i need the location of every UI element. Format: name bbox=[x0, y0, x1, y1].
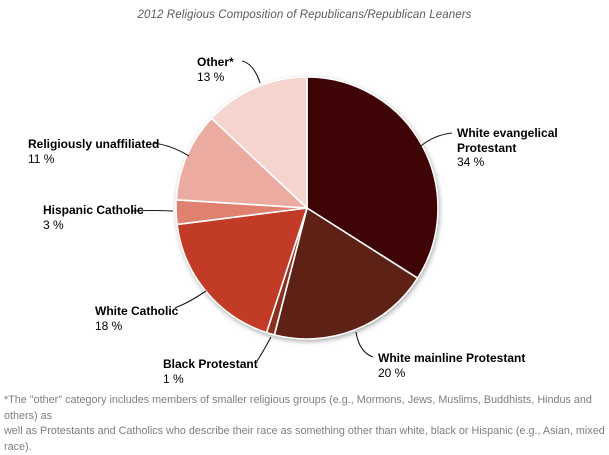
label-hispanic-catholic: Hispanic Catholic 3 % bbox=[43, 203, 144, 232]
pie-slice-religiously-unaffiliated bbox=[175, 117, 308, 209]
pie-slice-other bbox=[210, 76, 308, 209]
label-hispanic-catholic-name: Hispanic Catholic bbox=[43, 203, 144, 217]
footnote-line-1: *The "other" category includes members o… bbox=[4, 394, 592, 422]
label-hispanic-catholic-value: 3 % bbox=[43, 217, 64, 232]
pie-slices bbox=[175, 76, 439, 340]
label-other: Other* 13 % bbox=[197, 55, 234, 84]
leader-line-other bbox=[241, 60, 261, 84]
label-black-protestant: Black Protestant 1 % bbox=[163, 357, 258, 386]
label-religiously-unaffiliated: Religiously unaffiliated 11 % bbox=[28, 137, 159, 166]
label-white-evangelical-protestant: White evangelical Protestant 34 % bbox=[457, 126, 567, 170]
chart-title: 2012 Religious Composition of Republican… bbox=[137, 9, 472, 21]
leader-line-black-protestant bbox=[256, 336, 272, 362]
label-white-evangelical-protestant-name: White evangelical Protestant bbox=[457, 126, 558, 155]
label-religiously-unaffiliated-value: 11 % bbox=[28, 151, 55, 166]
label-religiously-unaffiliated-name: Religiously unaffiliated bbox=[28, 137, 160, 151]
pie-chart bbox=[130, 60, 453, 362]
footnote: *The "other" category includes members o… bbox=[4, 393, 606, 455]
leader-lines bbox=[130, 60, 453, 362]
label-white-evangelical-protestant-value: 34 % bbox=[457, 155, 485, 169]
leader-line-white-catholic bbox=[174, 290, 207, 309]
label-other-name: Other* bbox=[197, 55, 234, 69]
label-white-catholic: White Catholic 18 % bbox=[95, 304, 178, 333]
label-white-catholic-value: 18 % bbox=[95, 318, 123, 333]
leader-line-white-mainline-protestant bbox=[355, 331, 374, 358]
leader-line-hispanic-catholic bbox=[130, 209, 174, 212]
label-white-mainline-protestant-name: White mainline Protestant bbox=[378, 351, 526, 365]
label-white-mainline-protestant: White mainline Protestant 20 % bbox=[378, 351, 525, 380]
leader-line-religiously-unaffiliated bbox=[152, 142, 190, 157]
footnote-line-2: well as Protestants and Catholics who de… bbox=[4, 425, 605, 453]
label-other-value: 13 % bbox=[197, 69, 225, 84]
pie-slice-white-mainline-protestant bbox=[273, 207, 419, 340]
label-white-catholic-name: White Catholic bbox=[95, 304, 179, 318]
label-black-protestant-name: Black Protestant bbox=[163, 357, 258, 371]
pie-chart-figure: 2012 Religious Composition of Republican… bbox=[4, 9, 605, 453]
leader-line-white-evangelical-protestant bbox=[420, 132, 453, 147]
label-black-protestant-value: 1 % bbox=[163, 371, 184, 386]
label-white-mainline-protestant-value: 20 % bbox=[378, 365, 406, 380]
